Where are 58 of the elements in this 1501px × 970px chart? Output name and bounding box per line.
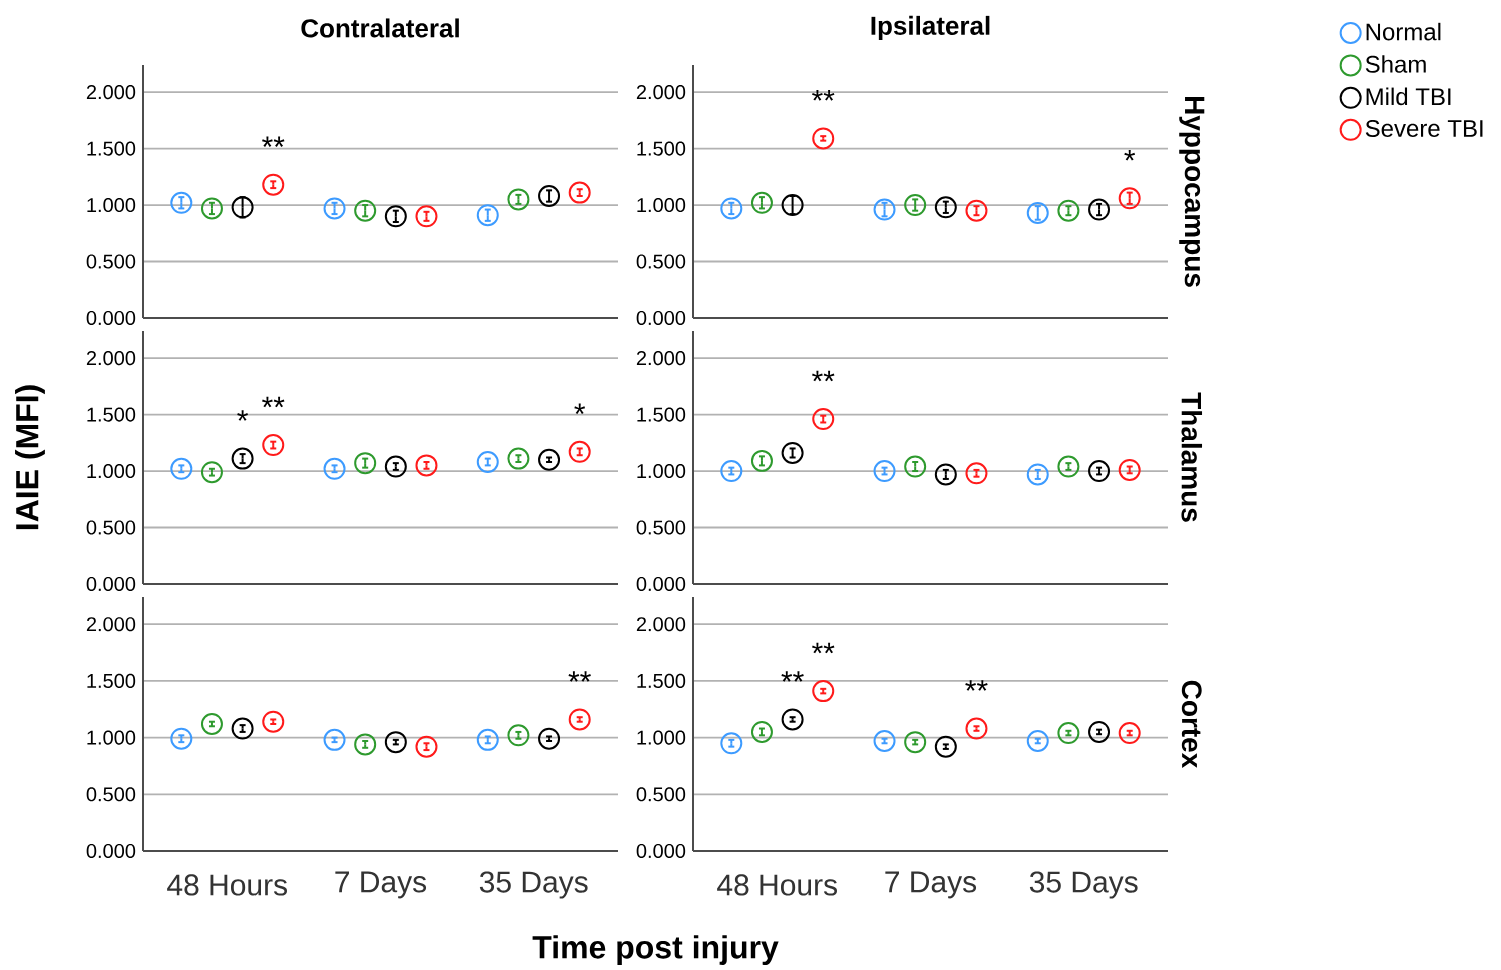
y-tick-label: 0.500 [86,787,136,802]
annotation: ** [262,136,285,147]
y-tick-label: 1.000 [87,197,136,213]
y-tick-label: 0.500 [86,520,136,535]
y-tick-label: 2.000 [86,351,136,366]
y-tick-label: 1.000 [87,730,136,745]
x-tick-label: 48 Hours [167,874,287,896]
y2-axis-title: Hyppocampus [1179,96,1205,287]
annotation: ** [812,370,835,382]
legend-label: Sham [1365,55,1426,73]
y-tick-label: 2.000 [86,617,136,632]
y-tick-label: 1.500 [637,673,686,688]
legend-label: Severe TBI [1365,119,1483,137]
y-tick-label: 1.500 [637,407,686,422]
annotation: ** [781,671,804,682]
x-axis-title: Time post injury [532,935,779,965]
x-tick-label: 35 Days [1029,871,1138,899]
chart-title: Ipsilateral [871,15,990,41]
annotation: ** [812,642,835,654]
annotation: ** [965,680,988,691]
y-tick-label: 1.500 [87,673,136,688]
y2-axis-title: Cortex [1181,680,1202,769]
legend-label: Normal [1366,22,1441,41]
y-tick-label: 0.500 [636,520,686,535]
y-tick-label: 0.000 [86,843,136,859]
x-tick-label: 7 Days [335,871,427,899]
y-tick-label: 1.000 [637,463,686,479]
x-tick-label: 35 Days [479,871,588,899]
annotation: * [574,403,586,415]
annotation: * [237,410,248,421]
y2-axis-title: Thalamus [1181,392,1203,522]
y-tick-label: 2.000 [86,85,136,100]
legend-label: Mild TBI [1366,87,1451,106]
y-axis-title: IAIE (MFI) [15,385,45,530]
y-tick-label: 2.000 [636,85,686,100]
y-tick-label: 1.500 [637,141,686,156]
y-tick-label: 0.000 [86,576,136,592]
y-tick-label: 1.500 [87,407,136,422]
y-tick-label: 1.000 [87,463,136,479]
annotation: ** [812,90,835,101]
y-tick-label: 0.000 [86,310,136,326]
annotation: * [1124,149,1136,161]
y-tick-label: 0.000 [636,576,686,592]
y-tick-label: 2.000 [636,617,686,632]
x-tick-label: 7 Days [885,871,977,899]
annotation: ** [262,396,285,408]
annotation: ** [568,671,591,682]
y-tick-label: 0.000 [636,843,686,859]
y-tick-label: 0.000 [636,310,686,326]
y-tick-label: 0.500 [86,254,136,269]
x-tick-label: 48 Hours [717,874,837,896]
chart-title: Contralateral [301,18,459,38]
y-tick-label: 1.000 [637,197,686,213]
y-tick-label: 2.000 [636,351,686,366]
y-tick-label: 0.500 [636,254,686,269]
y-tick-label: 1.000 [637,730,686,745]
y-tick-label: 1.500 [87,141,136,156]
y-tick-label: 0.500 [636,787,686,802]
